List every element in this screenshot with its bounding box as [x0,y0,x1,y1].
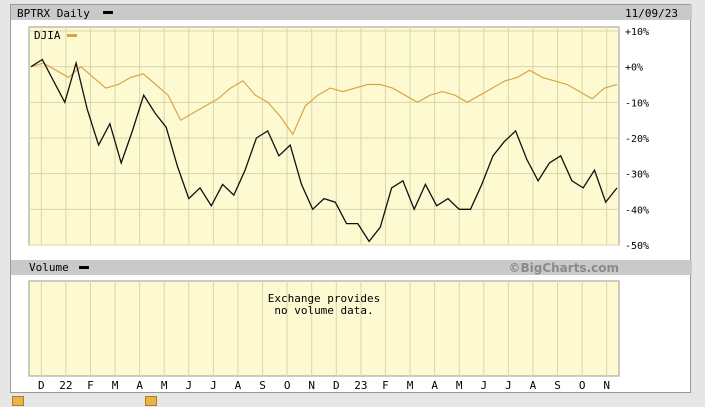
x-tick-label: J [210,379,217,392]
brand-watermark: ©BigCharts.com [508,261,619,275]
x-tick-label: S [554,379,561,392]
x-tick-label: J [505,379,512,392]
y-tick-label: -40% [625,205,649,216]
djia-legend-label: DJIA [34,29,61,42]
bptrx-series-line [30,58,618,243]
y-tick-label: +10% [625,27,649,38]
x-tick-label: D [38,379,45,392]
y-axis-labels: +10% +0% -10% -20% -30% -40% -50% [625,27,649,252]
x-tick-label: M [456,379,463,392]
y-tick-label: -20% [625,134,649,145]
ticker-label: BPTRX Daily [17,7,90,20]
djia-series-line [30,62,618,136]
x-tick-label: F [382,379,389,392]
x-tick-label: A [235,379,242,392]
volume-legend-swatch [79,266,89,269]
x-tick-label: 23 [354,379,367,392]
x-tick-label: J [480,379,487,392]
x-tick-label: A [136,379,143,392]
x-tick-label: 22 [59,379,72,392]
x-tick-label: O [284,379,291,392]
volume-gridlines [40,281,608,376]
x-tick-label: S [259,379,266,392]
x-tick-label: F [87,379,94,392]
chart-frame: BPTRX Daily 11/09/23 +10% +0% -10% -20% -30%… [10,4,692,393]
y-tick-label: +0% [625,63,643,74]
x-tick-label: O [579,379,586,392]
chart-canvas: BPTRX Daily 11/09/23 +10% +0% -10% -20% -30%… [11,5,692,392]
x-tick-label: J [185,379,192,392]
y-tick-label: -50% [625,241,649,252]
x-tick-label: N [603,379,610,392]
ticker-legend-swatch [103,11,113,14]
chart-edit-icon[interactable] [145,396,157,406]
y-tick-label: -30% [625,170,649,181]
header-bar [11,5,692,20]
x-tick-label: D [333,379,340,392]
volume-message-line2: no volume data. [274,304,373,317]
volume-label: Volume [29,261,69,274]
x-axis-labels: D 22 F M A M J J A S O N D 23 F M A M J J A S O N [38,379,610,392]
djia-legend-swatch [67,34,77,37]
x-tick-label: M [407,379,414,392]
x-tick-label: A [530,379,537,392]
price-gridlines [29,27,619,246]
x-tick-label: A [431,379,438,392]
chart-settings-icon[interactable] [12,396,24,406]
volume-header-bar [11,260,692,275]
volume-message-line1: Exchange provides [268,292,381,305]
x-tick-label: M [161,379,168,392]
price-plot-area [28,26,620,246]
y-tick-label: -10% [625,98,649,109]
x-tick-label: N [308,379,315,392]
x-tick-label: M [112,379,119,392]
volume-plot-area [28,280,620,377]
header-date: 11/09/23 [625,7,678,20]
